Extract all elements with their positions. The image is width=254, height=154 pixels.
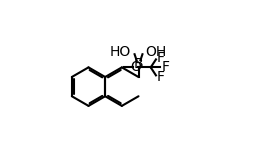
Text: F: F	[162, 60, 170, 74]
Text: OH: OH	[146, 45, 167, 59]
Text: B: B	[134, 57, 143, 71]
Text: F: F	[157, 51, 165, 65]
Text: O: O	[130, 60, 141, 74]
Text: F: F	[157, 69, 165, 83]
Text: HO: HO	[110, 45, 131, 59]
